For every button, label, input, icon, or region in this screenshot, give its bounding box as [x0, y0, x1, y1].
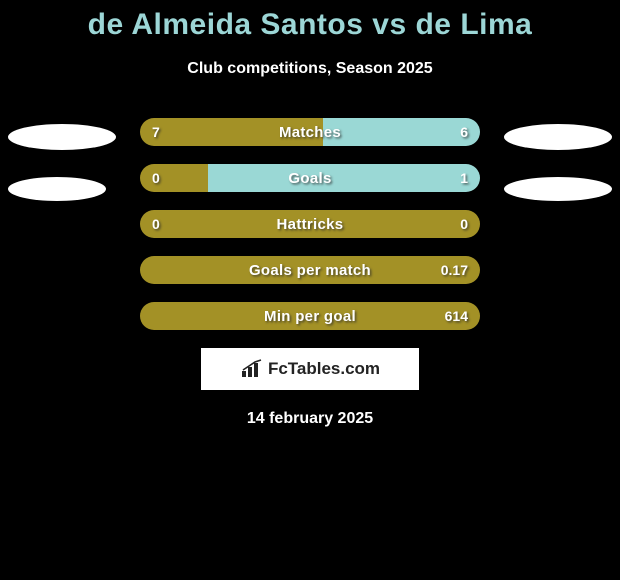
stat-value-left: 7: [152, 118, 160, 146]
stat-row: Min per goal614: [140, 302, 480, 330]
stat-label: Goals per match: [140, 256, 480, 284]
stat-value-left: 0: [152, 210, 160, 238]
ellipse-left-2: [8, 177, 106, 201]
stat-row: Goals0 1: [140, 164, 480, 192]
stat-value-right: 1: [460, 164, 468, 192]
stat-label: Min per goal: [140, 302, 480, 330]
logo-box: FcTables.com: [201, 348, 419, 390]
page-title: de Almeida Santos vs de Lima: [0, 0, 620, 42]
stat-row: Matches7 6: [140, 118, 480, 146]
ellipse-left-1: [8, 124, 116, 150]
stat-value-right: 0.17: [441, 256, 468, 284]
stat-row: Goals per match0.17: [140, 256, 480, 284]
bars-icon: [240, 359, 264, 379]
logo-text: FcTables.com: [268, 359, 380, 379]
stat-value-right: 614: [445, 302, 468, 330]
date-line: 14 february 2025: [0, 410, 620, 428]
stat-value-left: 0: [152, 164, 160, 192]
stat-label: Goals: [140, 164, 480, 192]
stat-label: Matches: [140, 118, 480, 146]
stat-value-right: 6: [460, 118, 468, 146]
ellipse-right-1: [504, 124, 612, 150]
subtitle: Club competitions, Season 2025: [0, 60, 620, 78]
ellipse-right-2: [504, 177, 612, 201]
stat-label: Hattricks: [140, 210, 480, 238]
stat-row: Hattricks0 0: [140, 210, 480, 238]
stat-value-right: 0: [460, 210, 468, 238]
title-text: de Almeida Santos vs de Lima: [88, 8, 533, 41]
stats-container: Matches76Goals01Hattricks00Goals per mat…: [140, 118, 480, 330]
